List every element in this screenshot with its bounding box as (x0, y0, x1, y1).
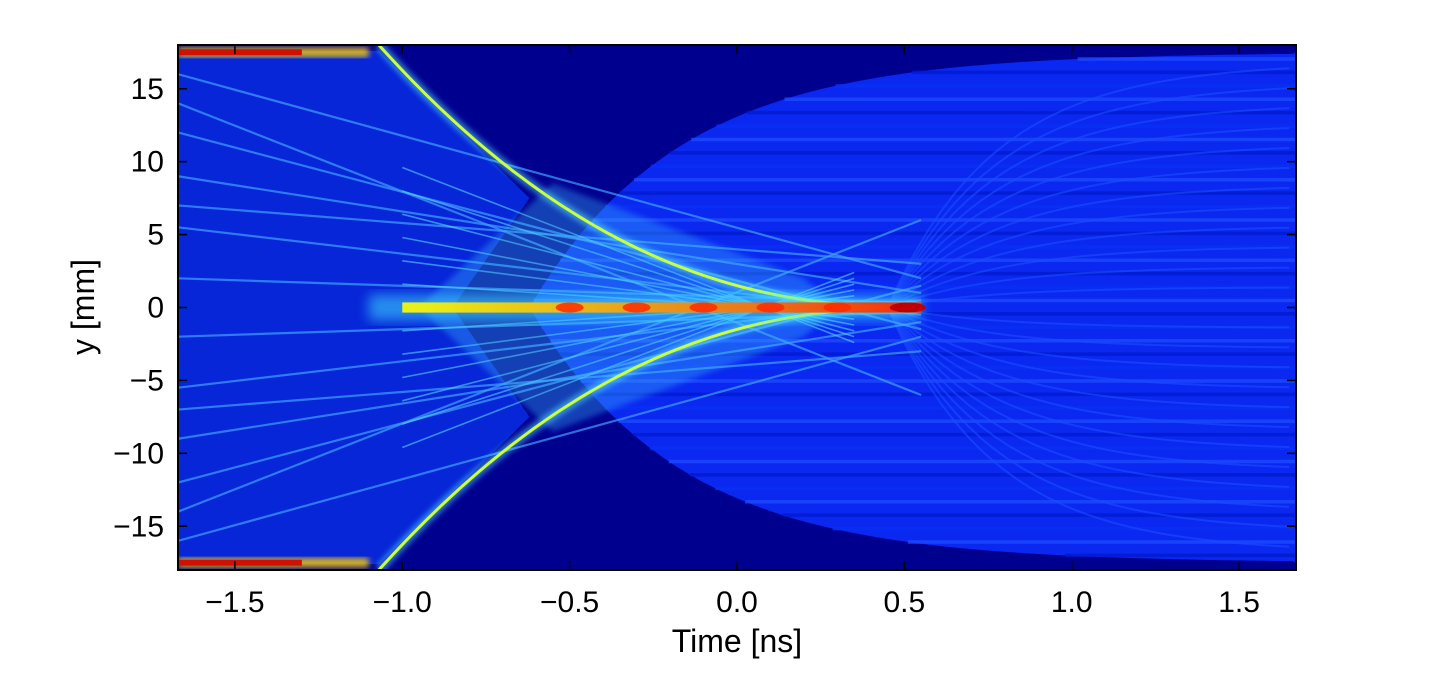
focus-hotspot (756, 302, 785, 313)
y-tick-label: −5 (130, 364, 164, 397)
diverging-streak (886, 306, 1290, 409)
y-axis-label: y [mm] (65, 259, 101, 355)
x-tick-label: −1.0 (373, 586, 432, 619)
x-tick-label: 1.5 (1218, 586, 1260, 619)
converging-ray (178, 335, 922, 542)
edge-band (178, 559, 302, 566)
diverging-streak (887, 306, 1290, 329)
y-tick-label: −10 (113, 437, 164, 470)
focus-streak (402, 302, 922, 313)
focus-hotspot (823, 302, 852, 313)
heatmap-plot-area (178, 45, 1296, 570)
diverging-streak (887, 306, 1290, 389)
x-tick-label: 1.0 (1051, 586, 1093, 619)
focus-hotspot (622, 302, 651, 313)
y-tick-label: 10 (131, 146, 164, 179)
y-tick-label: −15 (113, 510, 164, 543)
x-tick-label: −0.5 (540, 586, 599, 619)
diverging-streak (887, 266, 1290, 309)
diverging-streak (886, 306, 1290, 488)
diverging-streak (886, 306, 1290, 449)
left-blue-field (178, 50, 530, 565)
diverging-streak (886, 186, 1290, 309)
diverging-streak (886, 166, 1290, 309)
focus-point (889, 302, 926, 313)
x-tick-label: 0.0 (716, 586, 758, 619)
y-tick-label: 0 (147, 292, 164, 325)
diverging-streak (886, 107, 1290, 308)
diverging-streak (886, 127, 1290, 309)
x-tick-label: −1.5 (205, 586, 264, 619)
diverging-streak (887, 306, 1290, 349)
diverging-streak (886, 307, 1290, 508)
y-tick-label: 5 (147, 219, 164, 252)
x-tick-label: 0.5 (884, 586, 926, 619)
diverging-streak (886, 307, 1290, 528)
edge-band (178, 49, 302, 56)
converging-ray (178, 73, 922, 280)
diverging-streak (887, 306, 1290, 369)
diverging-streak (886, 87, 1290, 308)
focus-hotspot (555, 302, 584, 313)
y-tick-label: 15 (131, 73, 164, 106)
diverging-streak (887, 286, 1290, 309)
axis-ticks: −1.5 −1.0 −0.5 0.0 0.5 1.0 1.5 15 10 5 0 −5 −10 −15 (113, 45, 1296, 619)
diverging-streak (886, 206, 1290, 309)
focus-hotspot (689, 302, 718, 313)
diverging-streak (886, 306, 1290, 429)
diverging-streak (886, 307, 1290, 548)
diverging-streak (887, 226, 1290, 309)
diverging-streak (886, 67, 1290, 308)
diverging-streak (886, 147, 1290, 309)
x-axis-label: Time [ns] (672, 623, 802, 659)
diverging-streak (887, 246, 1290, 309)
diverging-streak (886, 306, 1290, 468)
